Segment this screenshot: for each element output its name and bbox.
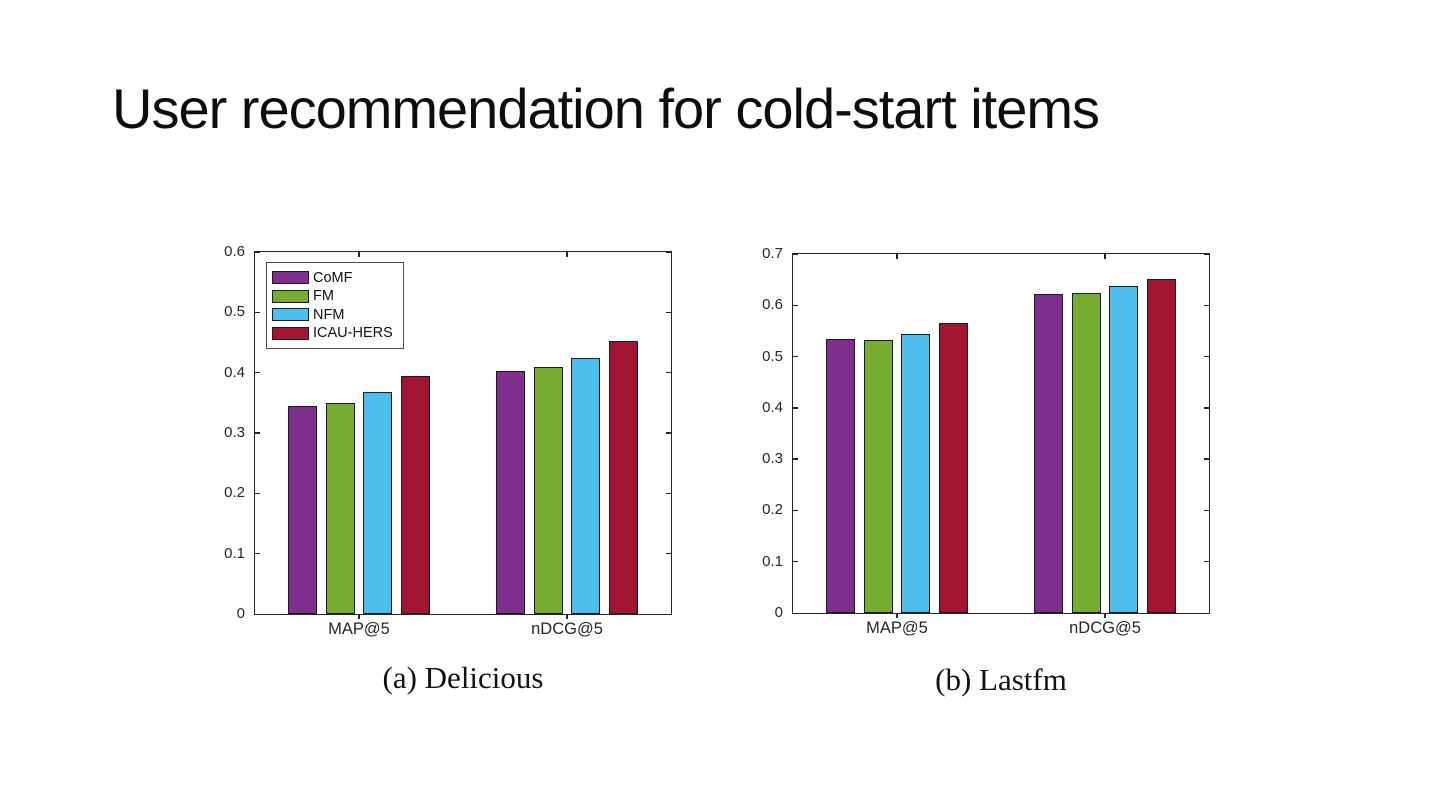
- x-tick-mark-top: [358, 252, 360, 257]
- y-tick-label: 0.6: [762, 296, 783, 314]
- y-tick-label: 0: [236, 605, 245, 622]
- bar-comf-ndcg@5: [1034, 294, 1064, 613]
- y-tick-label: 0.2: [762, 501, 783, 519]
- y-tick-mark: [666, 251, 671, 253]
- y-tick-mark: [255, 552, 260, 555]
- legend-item: FM: [272, 288, 393, 304]
- figure-caption-lastfm: (b) Lastfm: [935, 662, 1067, 697]
- y-tick-mark: [793, 458, 798, 460]
- figure-caption-delicious: (a) Delicious: [382, 660, 544, 695]
- y-tick-mark: [1204, 509, 1209, 512]
- legend: CoMF FM NFM ICAU-HERS: [266, 262, 404, 349]
- bar-icau-hers-map@5: [938, 323, 968, 613]
- y-tick-label: 0.4: [224, 363, 245, 381]
- legend-swatch-comf: [272, 271, 309, 284]
- legend-item: CoMF: [272, 270, 393, 286]
- legend-swatch-icau-hers: [272, 326, 309, 340]
- y-tick-mark: [666, 432, 671, 434]
- x-tick-label: nDCG@5: [1069, 619, 1141, 637]
- y-tick-mark: [666, 311, 671, 314]
- y-tick-label: 0.1: [224, 544, 245, 562]
- y-tick-mark: [793, 560, 798, 563]
- bar-comf-map@5: [826, 338, 856, 613]
- plot-area-lastfm: 0 0.1 0.2 0.3 0.4 0.5 0.6 0.7 MAP@5 nDCG@5: [762, 245, 1210, 637]
- y-tick-label: 0: [774, 604, 783, 621]
- x-tick-mark-top: [1104, 254, 1106, 259]
- y-tick-mark: [666, 492, 671, 495]
- bar-fm-ndcg@5: [533, 366, 563, 614]
- y-tick-mark: [255, 492, 260, 495]
- y-tick-label: 0.1: [762, 552, 783, 570]
- x-tick-mark-bottom: [896, 614, 898, 618]
- legend-swatch-nfm: [272, 308, 309, 321]
- y-tick-mark: [1204, 304, 1209, 307]
- bar-icau-hers-ndcg@5: [608, 341, 638, 614]
- y-tick-mark: [666, 371, 671, 374]
- bar-nfm-map@5: [901, 333, 931, 613]
- y-tick-mark: [793, 355, 798, 358]
- legend-item: ICAU-HERS: [272, 325, 393, 341]
- legend-label: CoMF: [313, 269, 353, 286]
- bar-fm-map@5: [325, 402, 355, 614]
- y-tick-label: 0.6: [224, 243, 245, 260]
- bar-comf-ndcg@5: [496, 371, 526, 614]
- x-tick-mark-bottom: [566, 615, 568, 619]
- plot-area-delicious: 0 0.1 0.2 0.3 0.4 0.5 0.6 MAP@5 nDCG@5 CoMF FM NFM I…: [224, 243, 672, 638]
- y-tick-label: 0.5: [224, 303, 245, 321]
- x-tick-mark-bottom: [358, 615, 360, 619]
- y-tick-label: 0.5: [762, 347, 783, 365]
- y-tick-mark: [793, 304, 798, 307]
- y-tick-mark: [1204, 253, 1209, 255]
- slide-title: User recommendation for cold-start items: [112, 77, 1100, 140]
- y-tick-mark: [793, 509, 798, 512]
- bar-icau-hers-ndcg@5: [1146, 278, 1176, 613]
- bar-nfm-ndcg@5: [571, 357, 601, 614]
- x-tick-mark-top: [896, 254, 898, 259]
- y-tick-mark: [1204, 560, 1209, 563]
- y-tick-label: 0.7: [762, 245, 783, 262]
- x-tick-label: MAP@5: [866, 619, 928, 637]
- y-tick-mark: [666, 552, 671, 555]
- y-tick-mark: [793, 407, 798, 409]
- x-tick-mark-top: [566, 252, 568, 257]
- bar-fm-ndcg@5: [1071, 292, 1101, 613]
- y-tick-mark: [255, 432, 260, 434]
- x-tick-label: MAP@5: [328, 620, 390, 638]
- bar-comf-map@5: [288, 405, 318, 614]
- y-tick-mark: [255, 251, 260, 253]
- bar-nfm-ndcg@5: [1109, 286, 1139, 613]
- x-tick-mark-bottom: [1104, 614, 1106, 618]
- y-tick-mark: [1204, 355, 1209, 358]
- y-tick-mark: [793, 253, 798, 255]
- y-tick-label: 0.3: [762, 450, 783, 468]
- legend-label: FM: [313, 288, 334, 304]
- bar-icau-hers-map@5: [400, 376, 430, 614]
- bar-fm-map@5: [863, 340, 893, 613]
- y-tick-mark: [1204, 458, 1209, 460]
- legend-swatch-fm: [272, 289, 309, 303]
- y-tick-label: 0.4: [762, 398, 783, 416]
- x-tick-label: nDCG@5: [531, 620, 603, 638]
- bar-nfm-map@5: [363, 391, 393, 614]
- y-tick-mark: [255, 371, 260, 374]
- legend-label: ICAU-HERS: [313, 325, 393, 341]
- legend-label: NFM: [313, 306, 345, 323]
- y-tick-label: 0.3: [224, 424, 245, 441]
- legend-item: NFM: [272, 307, 393, 323]
- y-tick-mark: [255, 311, 260, 314]
- y-tick-label: 0.2: [224, 484, 245, 502]
- y-tick-mark: [1204, 407, 1209, 409]
